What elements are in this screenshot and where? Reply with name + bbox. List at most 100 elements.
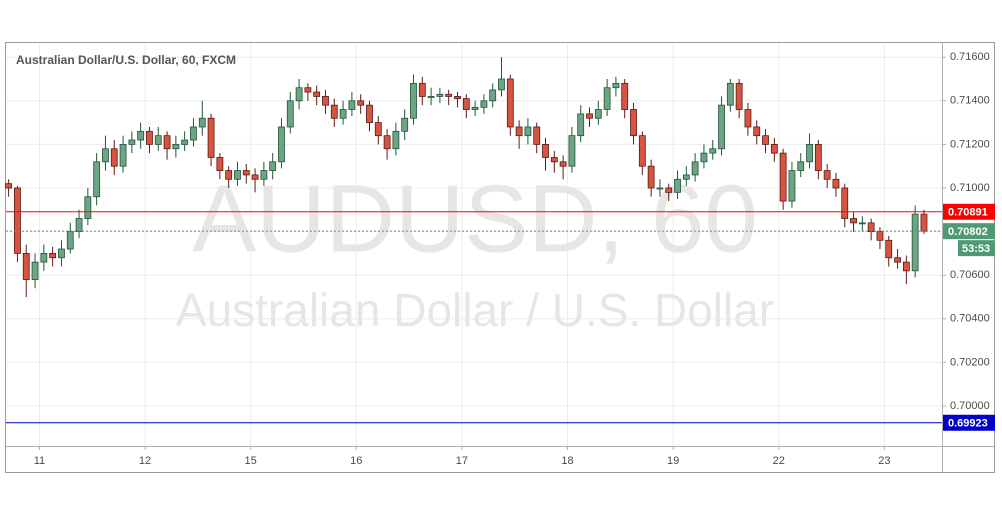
candle-body [515,126,523,137]
candle-body [330,104,338,119]
candle-body [14,187,21,254]
candle-body [638,135,646,167]
candle-body [806,144,813,163]
candle-body [374,122,382,137]
candle-body [454,96,461,100]
y-tick-label: 0.71600 [950,51,990,63]
candle-body [735,82,743,110]
candle-body [788,170,796,202]
candle-body [612,82,620,89]
candle-body [436,93,444,97]
price-label-box [943,223,995,240]
x-tick-label: 19 [667,455,679,467]
candle-body [911,213,919,272]
candle-body [251,174,259,180]
candle-body [163,135,171,150]
candle-body [471,106,479,110]
candle-body [832,178,840,189]
candle-body [198,117,206,128]
x-tick-label: 18 [561,455,573,467]
price-label: 0.70802 [948,226,988,238]
candle-body [630,109,637,137]
countdown-box [958,240,995,257]
candle-body [401,117,409,132]
price-label: 0.69923 [948,418,988,430]
candle-body [84,196,92,219]
candle-body [181,139,189,145]
x-tick-label: 12 [139,455,151,467]
candle-body [190,126,197,141]
candle-body [691,161,699,176]
candle-body [383,135,391,150]
candle-body [234,170,241,180]
candle-body [339,109,347,119]
candle-body [533,126,541,145]
candle-body [128,139,136,145]
y-tick-label: 0.70400 [950,313,990,325]
candle-body [66,231,74,250]
candle-body [357,100,365,106]
candle-body [102,148,109,163]
candle-body [172,144,180,150]
candle-body [858,222,866,225]
candle-body [550,157,558,163]
candle-body [242,170,250,176]
candle-body [304,87,312,93]
chart-frame [5,42,995,473]
countdown: 53:53 [962,243,990,255]
candle-body [770,144,778,154]
candle-body [480,100,488,108]
candle-body [418,82,426,97]
chart-title: Australian Dollar/U.S. Dollar, 60, FXCM [16,53,236,67]
candle-body [322,96,329,106]
x-tick-label: 17 [456,455,468,467]
candle-body [260,170,268,180]
candle-body [58,248,65,259]
watermark: AUDUSD, 60 Australian Dollar / U.S. Doll… [176,165,774,336]
candle-body [49,252,57,259]
candle-body [40,252,48,263]
candle-body [5,183,13,189]
candle-body [656,187,664,190]
price-label-box [943,414,995,431]
candle-body [31,261,39,280]
candle-body [225,170,233,180]
candle-body [392,130,400,150]
candle-body [682,174,690,180]
candle-body [348,100,356,110]
plot [5,57,942,424]
x-tick-label: 22 [773,455,785,467]
candle-body [295,87,303,102]
candle-body [269,161,277,171]
candle-body [286,100,294,128]
axes: 0.700000.702000.704000.706000.708000.710… [34,51,995,467]
candle-body [779,152,787,202]
candle-body [603,87,611,110]
x-tick-label: 15 [245,455,257,467]
candle-body [542,144,549,158]
candle-body [594,109,602,119]
candle-body [876,231,884,241]
candle-body [93,161,101,198]
candle-body [577,113,585,137]
candle-body [814,144,822,171]
candle-body [841,187,849,219]
candle-body [753,126,761,137]
y-tick-label: 0.70000 [950,400,990,412]
price-label: 0.70891 [948,207,988,219]
candle-body [489,89,497,102]
candle-body [559,161,567,167]
candle-body [586,113,593,119]
candle-body [568,135,576,167]
candle-body [621,82,629,110]
candle-body [137,130,145,141]
candle-body [700,152,708,163]
x-tick-label: 11 [34,455,45,467]
candle-body [154,135,162,145]
y-tick-label: 0.70200 [950,356,990,368]
candle-body [920,213,928,232]
candle-body [850,218,857,224]
candle-body [506,78,514,128]
y-tick-label: 0.71200 [950,138,990,150]
